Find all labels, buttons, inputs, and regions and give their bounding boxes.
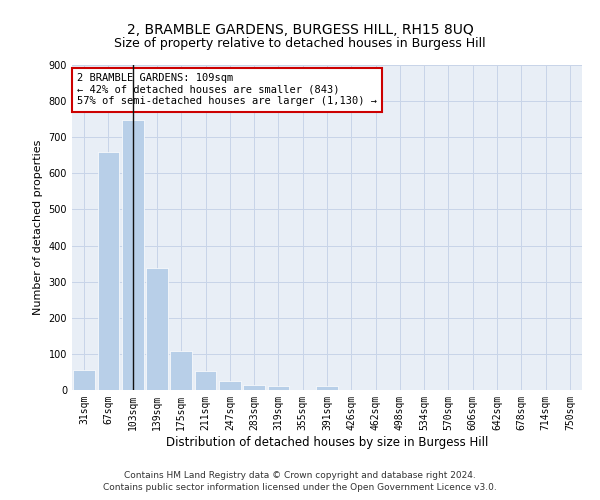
Bar [243, 384, 265, 390]
Bar [73, 370, 95, 390]
Text: Size of property relative to detached houses in Burgess Hill: Size of property relative to detached ho… [114, 38, 486, 51]
Bar [97, 152, 119, 390]
Bar [122, 120, 143, 390]
Bar [316, 386, 338, 390]
Text: 2, BRAMBLE GARDENS, BURGESS HILL, RH15 8UQ: 2, BRAMBLE GARDENS, BURGESS HILL, RH15 8… [127, 22, 473, 36]
X-axis label: Distribution of detached houses by size in Burgess Hill: Distribution of detached houses by size … [166, 436, 488, 448]
Bar [268, 386, 289, 390]
Y-axis label: Number of detached properties: Number of detached properties [33, 140, 43, 315]
Text: 2 BRAMBLE GARDENS: 109sqm
← 42% of detached houses are smaller (843)
57% of semi: 2 BRAMBLE GARDENS: 109sqm ← 42% of detac… [77, 73, 377, 106]
Bar [219, 381, 241, 390]
Bar [170, 352, 192, 390]
Bar [146, 268, 168, 390]
Text: Contains HM Land Registry data © Crown copyright and database right 2024.
Contai: Contains HM Land Registry data © Crown c… [103, 471, 497, 492]
Bar [194, 371, 217, 390]
